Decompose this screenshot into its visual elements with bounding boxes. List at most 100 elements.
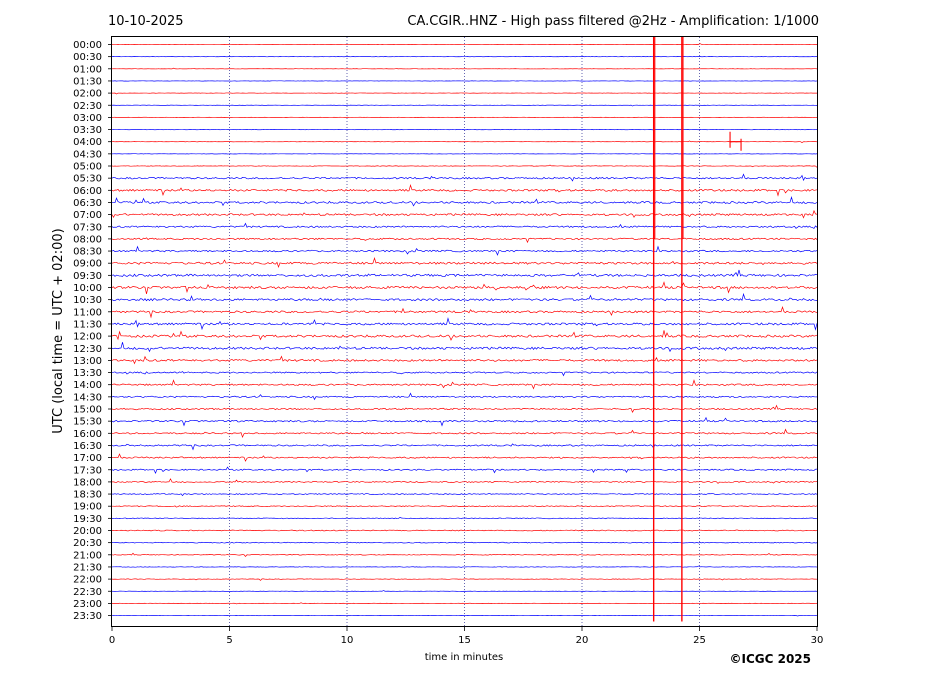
trace-1630 <box>111 443 818 451</box>
trace-1000 <box>111 281 818 294</box>
trace-2000 <box>111 529 818 532</box>
y-tick-label-1930: 19:30 <box>73 514 102 525</box>
y-tick-label-1730: 17:30 <box>73 465 102 476</box>
trace-0500 <box>111 164 818 168</box>
y-tick-label-2130: 21:30 <box>73 562 102 573</box>
x-axis-label: time in minutes <box>425 652 504 663</box>
y-tick-label-0400: 04:00 <box>73 137 102 148</box>
y-tick-label-0830: 08:30 <box>73 247 102 258</box>
trace-1030 <box>111 292 818 302</box>
event-spikes <box>652 37 742 622</box>
x-tick-label-15: 15 <box>458 635 471 646</box>
y-tick-label-0630: 06:30 <box>73 198 102 209</box>
trace-2330 <box>111 615 818 617</box>
y-tick-label-2230: 22:30 <box>73 587 102 598</box>
y-tick-label-0500: 05:00 <box>73 162 102 173</box>
trace-1330 <box>111 371 818 377</box>
y-tick-label-1330: 13:30 <box>73 368 102 379</box>
trace-0730 <box>111 222 818 229</box>
copyright-label: ©ICGC 2025 <box>729 652 811 666</box>
trace-0230 <box>111 104 818 107</box>
trace-1500 <box>111 404 818 414</box>
trace-1730 <box>111 466 818 475</box>
trace-1100 <box>111 306 818 319</box>
trace-0930 <box>111 269 818 278</box>
y-tick-label-1200: 12:00 <box>73 332 102 343</box>
event-spike-3 <box>729 131 742 151</box>
vertical-grid <box>229 37 700 626</box>
x-tick-label-10: 10 <box>341 635 354 646</box>
trace-2200 <box>111 578 818 581</box>
y-tick-label-1530: 15:30 <box>73 417 102 428</box>
y-tick-label-0730: 07:30 <box>73 222 102 233</box>
y-tick-label-0700: 07:00 <box>73 210 102 221</box>
trace-2300 <box>111 602 818 605</box>
y-tick-label-1630: 16:30 <box>73 441 102 452</box>
trace-1130 <box>111 317 818 331</box>
y-tick-label-1100: 11:00 <box>73 307 102 318</box>
x-tick-label-0: 0 <box>109 635 115 646</box>
y-tick-label-0030: 00:30 <box>73 52 102 63</box>
y-tick-label-0900: 09:00 <box>73 259 102 270</box>
y-tick-label-0530: 05:30 <box>73 174 102 185</box>
y-tick-label-2330: 23:30 <box>73 611 102 622</box>
trace-0700 <box>111 209 818 219</box>
trace-2030 <box>111 541 818 544</box>
trace-0000 <box>111 43 818 46</box>
y-tick-label-2000: 20:00 <box>73 526 102 537</box>
trace-2100 <box>111 552 818 558</box>
y-tick-label-2300: 23:00 <box>73 599 102 610</box>
x-tick-label-20: 20 <box>576 635 589 646</box>
y-tick-label-0800: 08:00 <box>73 234 102 245</box>
y-tick-label-1130: 11:30 <box>73 319 102 330</box>
trace-2230 <box>111 590 818 592</box>
y-tick-label-1300: 13:00 <box>73 356 102 367</box>
trace-0600 <box>111 183 818 197</box>
y-tick-label-1000: 10:00 <box>73 283 102 294</box>
y-tick-label-1430: 14:30 <box>73 392 102 403</box>
trace-0630 <box>111 196 818 207</box>
y-tick-label-0200: 02:00 <box>73 89 102 100</box>
trace-1530 <box>111 416 818 427</box>
y-tick-label-1400: 14:00 <box>73 380 102 391</box>
trace-0400 <box>111 140 818 143</box>
trace-0530 <box>111 173 818 182</box>
trace-1700 <box>111 453 818 462</box>
y-tick-label-1230: 12:30 <box>73 344 102 355</box>
trace-0200 <box>111 92 818 95</box>
y-tick-label-0230: 02:30 <box>73 101 102 112</box>
trace-lines <box>111 43 818 617</box>
y-tick-label-0000: 00:00 <box>73 40 102 51</box>
y-tick-label-1030: 10:30 <box>73 295 102 306</box>
y-tick-label-0300: 03:00 <box>73 113 102 124</box>
y-tick-label-0330: 03:30 <box>73 125 102 136</box>
x-tick-label-25: 25 <box>693 635 706 646</box>
trace-0100 <box>111 67 818 70</box>
y-tick-label-1900: 19:00 <box>73 502 102 513</box>
y-tick-label-1500: 15:00 <box>73 405 102 416</box>
trace-1900 <box>111 505 818 508</box>
x-tick-labels: 0 5 10 15 20 25 30 <box>109 626 824 646</box>
y-tick-label-1830: 18:30 <box>73 490 102 501</box>
trace-1800 <box>111 478 818 484</box>
y-tick-label-2030: 20:30 <box>73 538 102 549</box>
plot-frame <box>111 36 818 627</box>
chart-date: 10-10-2025 <box>108 14 184 29</box>
trace-0900 <box>111 256 818 269</box>
trace-1930 <box>111 516 818 520</box>
y-tick-label-1700: 17:00 <box>73 453 102 464</box>
trace-1300 <box>111 355 818 365</box>
trace-1200 <box>111 330 818 341</box>
y-tick-label-1800: 18:00 <box>73 477 102 488</box>
y-tick-label-0130: 01:30 <box>73 76 102 87</box>
trace-1600 <box>111 428 818 438</box>
trace-1400 <box>111 379 818 390</box>
trace-0830 <box>111 245 818 256</box>
y-tick-label-0430: 04:30 <box>73 149 102 160</box>
x-tick-label-5: 5 <box>226 635 232 646</box>
x-tick-label-30: 30 <box>811 635 824 646</box>
trace-1830 <box>111 493 818 497</box>
y-tick-label-2100: 21:00 <box>73 550 102 561</box>
